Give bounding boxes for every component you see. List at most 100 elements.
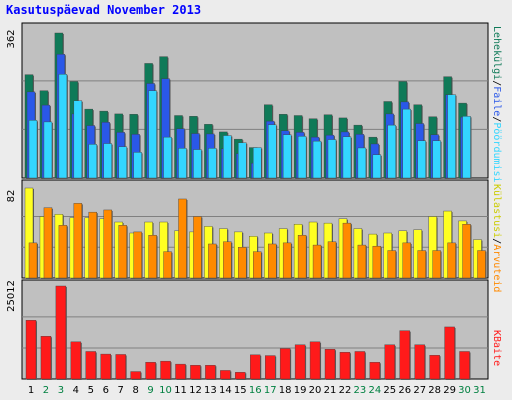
bytes-bar-kbytes [40,336,52,380]
requests-bar-hits [193,149,202,179]
bytes-bar-kbytes [384,344,395,380]
visits-bar-sites [223,241,232,279]
requests-bar-hits [268,124,277,179]
legend-hits: Pöördumisi [491,122,502,182]
x-tick-day-27: 27 [413,385,426,396]
requests-bar-hits [372,154,382,179]
bytes-bar-kbytes [130,371,141,380]
bytes-bar-kbytes [235,372,246,380]
requests-bar-hits [447,94,456,179]
requests-bar-hits [43,121,53,179]
requests-bar-hits [417,140,426,179]
chart-plots: 362 82 25012 [6,22,489,380]
bytes-bar-kbytes [220,370,231,380]
requests-bar-hits [297,136,307,179]
x-tick-day-14: 14 [219,385,232,396]
legend-files: Faile [491,86,502,116]
visits-bar-sites [297,234,307,279]
requests-bar-hits [238,142,247,179]
bytes-bar-kbytes [309,341,321,380]
x-tick-day-3: 3 [58,385,64,396]
legend-separator: / [491,80,502,86]
requests-bar-hits [118,146,127,179]
bytes-bar-kbytes [190,365,201,380]
bytes-bar-kbytes [324,349,336,380]
requests-bar-hits [208,148,217,179]
x-tick-day-24: 24 [368,385,381,396]
visits-bar-sites [118,225,127,279]
requests-bar-hits [357,147,367,179]
visits-bar-sites [402,242,411,279]
visits-bar-sites [103,209,112,279]
requests-bar-hits [88,144,98,179]
visits-bar-sites [193,216,202,279]
visits-bar-sites [477,250,486,279]
chart-legend: Lehekülgi/Faile/PöördumisiKülastusi/Arvu… [491,26,502,366]
x-tick-day-25: 25 [383,385,396,396]
visits-ymax-label: 82 [6,190,17,203]
legend-sites: Arvuteid [491,244,502,292]
bytes-bar-kbytes [115,354,126,380]
x-tick-day-6: 6 [103,385,109,396]
bytes-bar-kbytes [205,365,216,380]
visits-bar-sites [238,247,247,279]
x-tick-day-4: 4 [73,385,79,396]
bytes-bar-kbytes [160,360,171,380]
bytes-bar-kbytes [100,353,111,380]
visits-bar-sites [268,243,277,279]
legend-visits: Külastusi [491,184,502,238]
visits-bar-sites [253,251,262,279]
bytes-bar-kbytes [265,355,276,380]
legend-separator: / [491,238,502,244]
bytes-ymax-label: 25012 [6,280,17,312]
x-tick-day-23: 23 [354,385,367,396]
x-axis: 1 2 3 4 5 6 7 8 9 10 11 12 13 14 15 16 17 18 19 20 21 22 23 24 2… [28,385,486,396]
x-tick-day-9: 9 [147,385,153,396]
requests-bar-hits [462,116,471,179]
x-tick-day-22: 22 [339,385,352,396]
bytes-bar-kbytes [414,344,425,380]
requests-bar-hits [282,134,292,179]
visits-bar-sites [73,203,83,279]
x-tick-day-15: 15 [234,385,247,396]
x-tick-day-5: 5 [88,385,94,396]
chart-title: Kasutuspäevad November 2013 [6,3,201,17]
requests-bar-hits [163,136,172,179]
requests-ymax-label: 362 [6,29,17,48]
bytes-bar-kbytes [25,320,37,380]
x-tick-day-16: 16 [249,385,262,396]
visits-bar-sites [342,222,352,279]
x-tick-day-10: 10 [159,385,172,396]
bytes-bar-kbytes [399,330,410,380]
bytes-bar-kbytes [85,351,97,380]
requests-bar-hits [432,140,441,179]
bytes-bar-kbytes [250,354,261,380]
x-tick-day-1: 1 [28,385,34,396]
visits-bar-sites [282,242,292,279]
x-tick-day-12: 12 [189,385,202,396]
visits-bar-sites [43,207,53,279]
requests-bar-hits [148,90,157,179]
legend-kbytes: KBaite [491,330,502,366]
requests-bar-hits [342,136,352,179]
bytes-bar-kbytes [175,363,186,380]
bytes-bar-kbytes [70,341,82,380]
x-tick-day-2: 2 [43,385,49,396]
requests-bar-hits [133,152,142,179]
x-tick-day-18: 18 [279,385,292,396]
visits-bar-sites [58,225,68,279]
requests-bar-hits [58,74,68,179]
visits-bar-sites [28,242,38,279]
requests-bar-hits [73,100,83,179]
x-tick-day-7: 7 [118,385,124,396]
x-tick-day-17: 17 [264,385,277,396]
visits-bar-sites [178,198,187,279]
visits-bar-sites [462,224,471,279]
x-tick-day-30: 30 [458,385,471,396]
visits-bar-sites [312,244,322,279]
visits-bar-sites [163,251,172,279]
bytes-bar-kbytes [444,326,455,380]
requests-bar-hits [103,143,112,179]
legend-requests: Lehekülgi/Faile/Pöördumisi [491,26,502,183]
